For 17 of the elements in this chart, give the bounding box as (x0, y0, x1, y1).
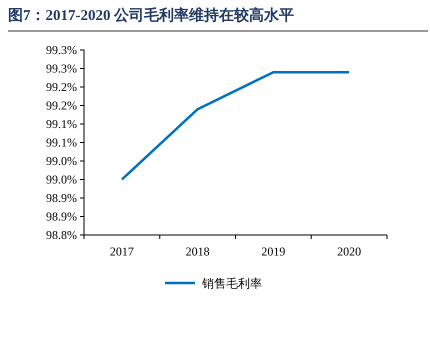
legend-label: 销售毛利率 (201, 276, 262, 290)
y-tick-label: 99.3% (46, 61, 77, 76)
x-tick-label: 2019 (261, 244, 286, 259)
y-tick-label: 99.0% (46, 154, 77, 168)
chart-title: 图7：2017-2020 公司毛利率维持在较高水平 (8, 6, 294, 24)
y-tick-label: 99.3% (46, 42, 77, 57)
y-tick-label: 99.0% (46, 172, 77, 186)
y-tick-label: 98.9% (46, 209, 77, 224)
y-tick-label: 99.1% (46, 116, 77, 131)
y-tick-label: 98.8% (46, 228, 77, 242)
y-tick-label: 98.9% (46, 190, 77, 205)
x-tick-label: 2017 (110, 244, 134, 259)
y-tick-label: 99.2% (46, 98, 77, 112)
x-tick-label: 2020 (337, 244, 362, 259)
x-tick-label: 2018 (186, 244, 210, 259)
y-tick-label: 99.2% (46, 80, 77, 94)
y-tick-label: 99.1% (46, 135, 77, 150)
